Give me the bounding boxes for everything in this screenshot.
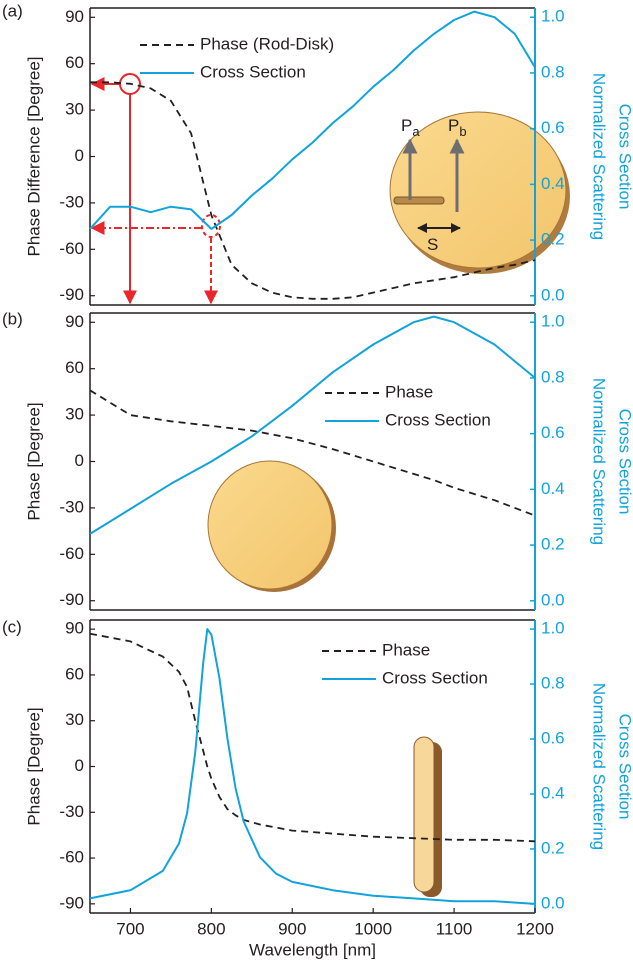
x-axis-label: Wavelength [nm] bbox=[249, 940, 376, 959]
y2-axis-label: Cross Section bbox=[616, 714, 633, 820]
y2-tick-label: 0.6 bbox=[541, 118, 565, 137]
y-tick-label: -30 bbox=[59, 497, 84, 516]
y-axis-label: Phase [Degree] bbox=[24, 402, 43, 520]
y2-axis-label: Normalized Scattering bbox=[590, 683, 609, 850]
y-tick-label: 0 bbox=[75, 451, 84, 470]
y-tick-label: -60 bbox=[59, 239, 84, 258]
legend-label: Phase (Rod-Disk) bbox=[200, 34, 334, 53]
y-axis-label: Phase Difference [Degree] bbox=[24, 56, 43, 256]
inset-rod bbox=[414, 737, 442, 897]
x-tick-label: 1100 bbox=[436, 919, 473, 938]
y2-tick-label: 0.4 bbox=[541, 783, 565, 802]
y2-tick-label: 0.8 bbox=[541, 367, 565, 386]
y2-tick-label: 1.0 bbox=[541, 619, 565, 638]
y2-tick-label: 0.2 bbox=[541, 230, 565, 249]
y2-axis-label: Cross Section bbox=[616, 104, 633, 210]
y2-tick-label: 1.0 bbox=[541, 7, 565, 26]
x-tick-label: 700 bbox=[116, 919, 144, 938]
series-line bbox=[90, 634, 535, 842]
y2-tick-label: 0.4 bbox=[541, 174, 565, 193]
x-tick-label: 800 bbox=[197, 919, 225, 938]
y2-tick-label: 0.2 bbox=[541, 535, 565, 554]
y-tick-label: 30 bbox=[65, 710, 84, 729]
panel-label: (a) bbox=[2, 1, 23, 20]
panel-label: (b) bbox=[2, 309, 23, 328]
panel-label: (c) bbox=[2, 617, 22, 636]
y2-tick-label: 0.8 bbox=[541, 62, 565, 81]
y-tick-label: 60 bbox=[65, 358, 84, 377]
y2-tick-label: 1.0 bbox=[541, 312, 565, 331]
y-tick-label: -60 bbox=[59, 848, 84, 867]
y2-tick-label: 0.6 bbox=[541, 728, 565, 747]
y-tick-label: 90 bbox=[65, 312, 84, 331]
x-tick-label: 1000 bbox=[354, 919, 392, 938]
legend-label: Cross Section bbox=[385, 410, 491, 429]
y-tick-label: 90 bbox=[65, 619, 84, 638]
y-tick-label: 60 bbox=[65, 664, 84, 683]
y2-tick-label: 0.0 bbox=[541, 893, 565, 912]
inset-disk bbox=[208, 461, 336, 592]
inset-label-text: P bbox=[448, 116, 459, 135]
y-tick-label: -90 bbox=[59, 590, 84, 609]
inset-label: Pa bbox=[401, 116, 420, 139]
y2-tick-label: 0.0 bbox=[541, 285, 565, 304]
y2-tick-label: 0.2 bbox=[541, 838, 565, 857]
y2-tick-label: 0.8 bbox=[541, 674, 565, 693]
legend-label: Cross Section bbox=[382, 668, 488, 687]
y-axis-label: Phase [Degree] bbox=[24, 707, 43, 825]
inset-label-text: P bbox=[401, 116, 412, 135]
x-tick-label: 900 bbox=[278, 919, 306, 938]
y2-axis-label: Normalized Scattering bbox=[590, 378, 609, 545]
y-tick-label: -60 bbox=[59, 544, 84, 563]
x-tick-label: 1200 bbox=[516, 919, 554, 938]
y-tick-label: 0 bbox=[75, 756, 84, 775]
red-annotations bbox=[92, 74, 220, 303]
y-tick-label: -30 bbox=[59, 192, 84, 211]
y2-tick-label: 0.6 bbox=[541, 423, 565, 442]
y2-tick-label: 0.0 bbox=[541, 590, 565, 609]
y2-tick-label: 0.4 bbox=[541, 479, 565, 498]
y-tick-label: 0 bbox=[75, 146, 84, 165]
y-tick-label: 30 bbox=[65, 100, 84, 119]
legend-label: Cross Section bbox=[200, 62, 306, 81]
inset-label: S bbox=[427, 235, 438, 254]
figure: (a) 90 60 30 0 -30 -60 -90 1.0 0.8 0.6 0.4 0.2 0.0 Pha… bbox=[0, 0, 633, 962]
y-tick-label: -90 bbox=[59, 285, 84, 304]
legend-label: Phase bbox=[385, 382, 433, 401]
inset-label-sub: a bbox=[412, 124, 420, 139]
y2-axis-label: Cross Section bbox=[616, 409, 633, 515]
y-tick-label: -30 bbox=[59, 802, 84, 821]
y-tick-label: 30 bbox=[65, 405, 84, 424]
y-tick-label: -90 bbox=[59, 893, 84, 912]
inset-label-sub: b bbox=[459, 124, 466, 139]
y2-axis-label: Normalized Scattering bbox=[590, 73, 609, 240]
inset-label-text: S bbox=[427, 235, 438, 254]
y-tick-label: 60 bbox=[65, 53, 84, 72]
legend-label: Phase bbox=[382, 640, 430, 659]
page: {"chart_data": [ {"type": "line", "panel… bbox=[0, 0, 633, 962]
y-tick-label: 90 bbox=[65, 7, 84, 26]
